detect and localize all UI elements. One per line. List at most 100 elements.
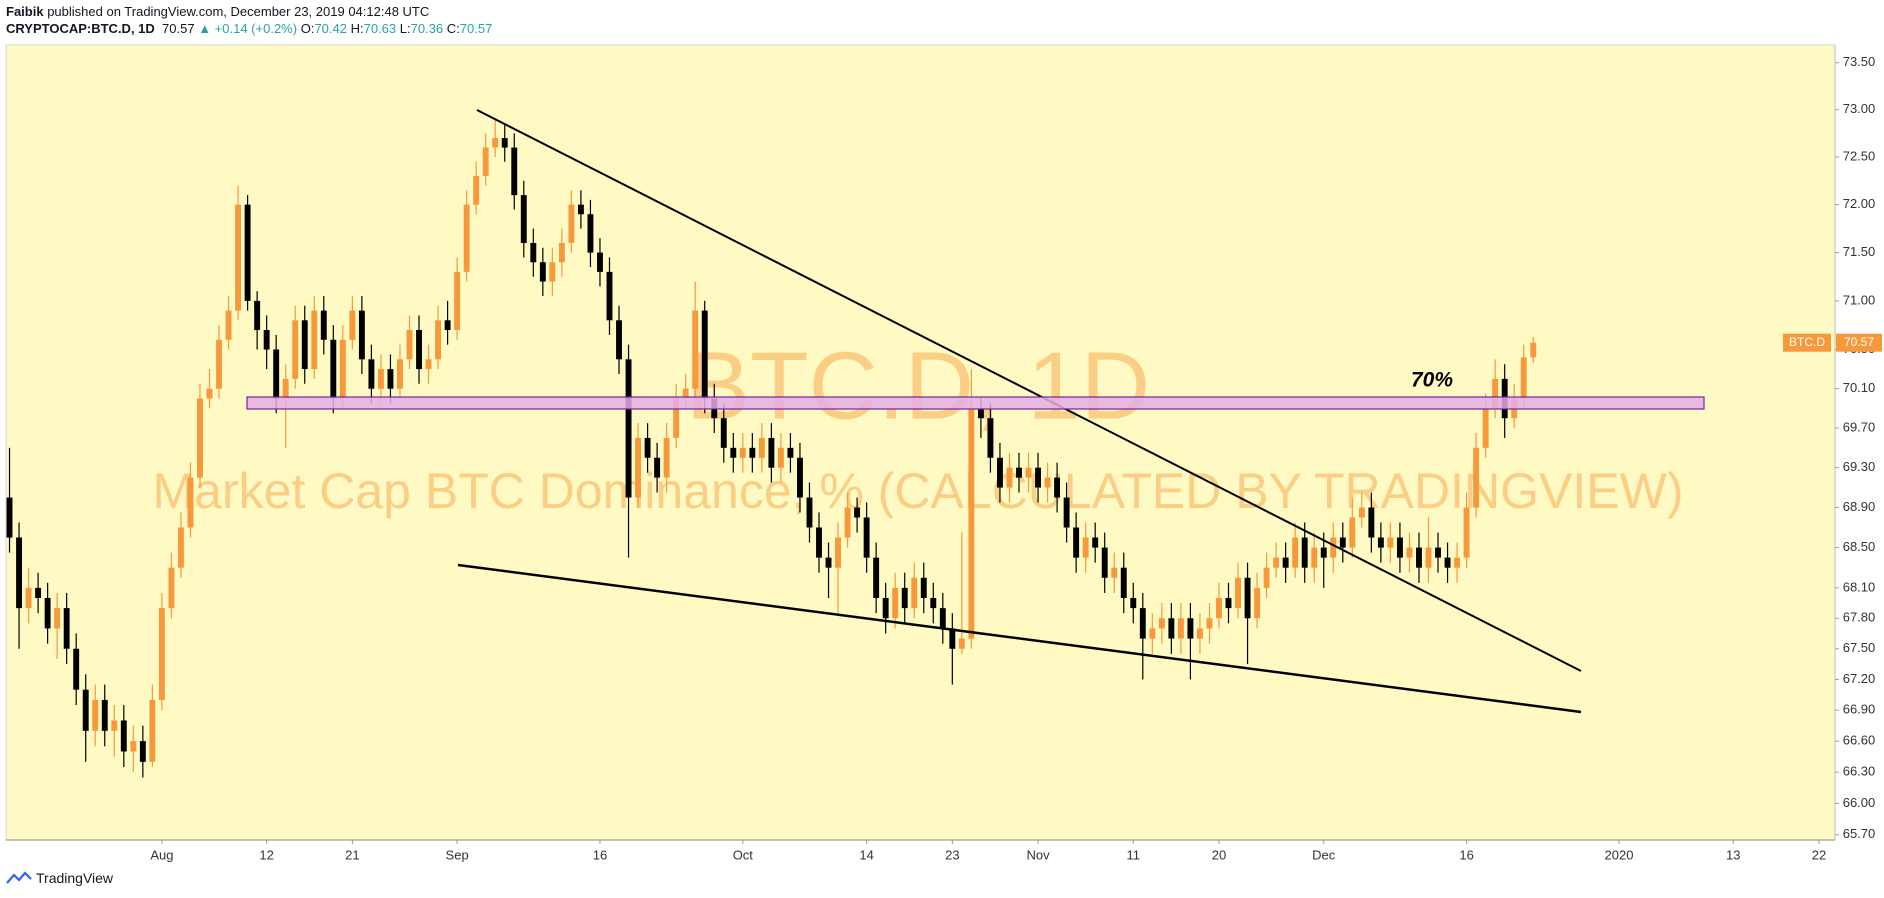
x-tick-label: 16	[1459, 847, 1473, 862]
price-label-box	[1783, 333, 1831, 352]
candle-body	[1482, 408, 1489, 448]
candle-body	[1187, 618, 1194, 639]
candle-body	[158, 608, 165, 700]
candle-body	[1473, 447, 1480, 508]
candle-body	[1168, 618, 1175, 639]
y-tick-label: 72.00	[1843, 196, 1876, 211]
y-tick-label: 66.00	[1843, 795, 1876, 810]
candle-body	[1530, 342, 1537, 358]
y-tick-label: 69.30	[1843, 459, 1876, 474]
candle-body	[968, 408, 975, 639]
candle-body	[1082, 537, 1089, 558]
candle-body	[339, 339, 346, 399]
candle-body	[844, 507, 851, 538]
candle-body	[1120, 567, 1127, 598]
x-tick-label: 21	[345, 847, 359, 862]
candle-body	[1425, 547, 1432, 568]
annotation: 70%	[1411, 369, 1453, 392]
candle-body	[1358, 507, 1365, 518]
candle-body	[673, 398, 680, 438]
candle-body	[1035, 467, 1041, 488]
candle-body	[863, 517, 870, 558]
candle-body	[1330, 537, 1337, 558]
candle-body	[1092, 537, 1099, 548]
x-tick-label: Dec	[1312, 847, 1336, 862]
trend-line	[457, 563, 1582, 714]
candle-body	[854, 507, 861, 518]
candle-body	[558, 242, 565, 263]
candle-body	[73, 648, 80, 690]
candle-body	[797, 457, 803, 498]
candle-body	[492, 138, 499, 148]
x-tick-label: Aug	[150, 847, 173, 862]
candle-body	[920, 577, 927, 598]
candle-body	[1444, 557, 1451, 568]
candle-body	[282, 378, 289, 399]
candle-body	[16, 537, 22, 609]
brand: TradingView	[36, 870, 114, 886]
candle-body	[930, 597, 937, 609]
candle-body	[1368, 507, 1375, 538]
candle-body	[1139, 608, 1146, 639]
candle-body	[377, 369, 384, 389]
candle-body	[139, 741, 146, 762]
candle-body	[1006, 467, 1013, 488]
candle-body	[311, 310, 318, 370]
candle-body	[901, 587, 908, 609]
candle-body	[606, 271, 613, 321]
candle-body	[663, 437, 670, 478]
ohlc-value: 70.42	[314, 21, 347, 36]
candle-body	[701, 310, 708, 399]
y-tick-label: 65.70	[1843, 826, 1876, 841]
x-tick-label: 2020	[1605, 847, 1634, 862]
candle-body	[511, 147, 518, 196]
y-tick-label: 68.50	[1843, 539, 1876, 554]
candle-body	[597, 252, 603, 272]
y-tick-label: 69.70	[1843, 420, 1876, 435]
candle-body	[1349, 517, 1356, 548]
change: ▲ +0.14 (+0.2%)	[198, 21, 298, 36]
price-label-box	[1836, 333, 1882, 352]
axes: 65.70 66.00 66.30 66.60 66.90 67.20 67.50 67.80…	[150, 54, 1882, 862]
candle-body	[1016, 467, 1022, 478]
candle-body	[130, 741, 137, 752]
candle-body	[149, 699, 156, 762]
x-tick-label: 14	[859, 847, 873, 862]
x-tick-label: 23	[945, 847, 959, 862]
candle-body	[1054, 477, 1061, 498]
candle-body	[1206, 618, 1213, 629]
candle-body	[92, 699, 99, 731]
candle-body	[473, 176, 480, 205]
y-tick-label: 67.50	[1843, 640, 1876, 655]
candle-body	[425, 359, 432, 370]
candle-body	[949, 628, 956, 649]
candle-body	[235, 204, 242, 311]
candle-body	[1463, 507, 1470, 558]
candle-body	[1454, 557, 1461, 568]
candle-body	[958, 638, 965, 649]
candle-body	[1492, 378, 1499, 409]
ohlc-value: 70.57	[459, 21, 493, 36]
candle-body	[1254, 587, 1261, 619]
ohlc-key: H:	[350, 21, 364, 36]
watermark-subtitle: Market Cap BTC Dominance, % (CALCULATED …	[153, 463, 1684, 519]
price-label-value: 70.57	[1844, 335, 1874, 349]
candle-body	[1406, 547, 1413, 558]
y-tick-label: 73.50	[1843, 54, 1876, 69]
candle-body	[939, 608, 946, 629]
candle-body	[1320, 547, 1327, 558]
ohlc-key: O:	[300, 21, 315, 36]
candle-body	[206, 388, 213, 399]
x-tick-label: 16	[593, 847, 607, 862]
candle-body	[739, 447, 746, 458]
candle-body	[825, 557, 832, 568]
candle-body	[1149, 628, 1156, 639]
candles	[6, 119, 1537, 778]
candle-body	[1377, 537, 1384, 548]
plot-area	[5, 44, 1836, 841]
x-tick-label: Oct	[733, 847, 754, 862]
candle-body	[349, 310, 356, 340]
candle-body	[730, 447, 737, 458]
candle-body	[882, 597, 889, 619]
